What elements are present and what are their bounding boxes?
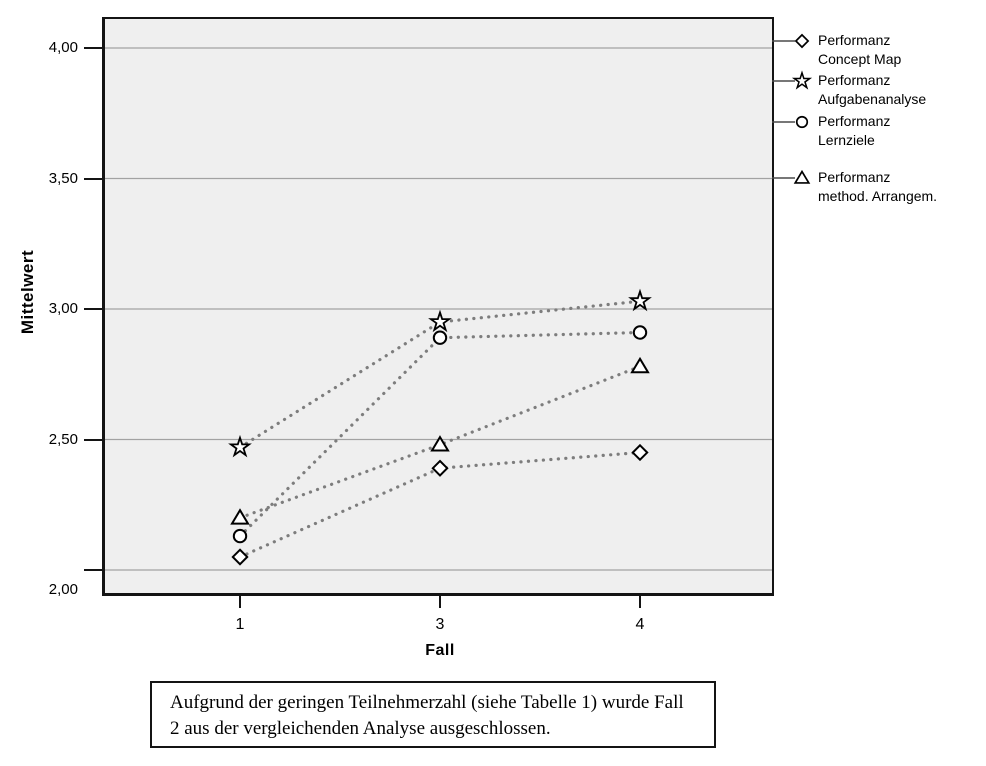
y-axis-title: Mittelwert	[18, 249, 37, 335]
y-tick	[84, 308, 103, 310]
legend-label-line: Performanz	[818, 72, 891, 88]
series-marker-triangle	[230, 508, 250, 525]
x-tick	[239, 596, 241, 608]
legend-label-line: Lernziele	[818, 132, 875, 148]
note-box: Aufgrund der geringen Teilnehmerzahl (si…	[150, 681, 716, 748]
legend-item: Performanz Concept Map	[772, 29, 986, 73]
series-marker-star	[428, 309, 452, 333]
x-axis-title: Fall	[425, 642, 455, 659]
legend-label: Performanz Concept Map	[818, 31, 986, 69]
series-marker-circle	[232, 528, 248, 544]
note-text: Aufgrund der geringen Teilnehmerzahl (si…	[170, 692, 684, 739]
series-line-circle	[238, 330, 642, 538]
x-tick-label: 4	[635, 616, 645, 633]
y-tick-label: 3,00	[48, 300, 78, 317]
series-marker-diamond	[231, 548, 249, 566]
legend-key	[772, 33, 810, 49]
legend-marker-star-icon	[791, 70, 813, 90]
y-tick	[84, 177, 103, 180]
legend-label-line: Concept Map	[818, 51, 902, 67]
x-tick-label: 3	[435, 616, 445, 633]
x-tick	[639, 596, 641, 608]
legend-marker-circle-icon	[795, 115, 809, 129]
x-tick-label: 1	[235, 616, 245, 633]
legend-label: Performanz Aufgabenanalyse	[818, 71, 986, 109]
series-marker-triangle	[430, 435, 450, 452]
y-tick	[84, 569, 103, 571]
legend-label-line: Performanz	[818, 169, 891, 185]
y-tick	[84, 47, 103, 49]
x-tick	[439, 596, 441, 608]
legend-label-line: Performanz	[818, 113, 891, 129]
legend: Performanz Concept Map Performanz Aufgabena…	[772, 0, 986, 240]
series-marker-star	[628, 288, 652, 312]
plot-area	[102, 17, 774, 596]
series-marker-circle	[632, 325, 648, 340]
legend-item: Performanz method. Arrangem.	[772, 166, 986, 210]
legend-item: Performanz Lernziele	[772, 110, 986, 154]
legend-key	[772, 115, 809, 129]
series-marker-diamond	[431, 459, 449, 477]
y-tick-label: 4,00	[48, 39, 78, 56]
y-tick	[84, 438, 103, 441]
series-marker-diamond	[631, 443, 649, 462]
y-tick-label: 3,50	[48, 169, 78, 187]
legend-key	[772, 70, 813, 90]
series-marker-star	[228, 434, 252, 458]
legend-marker-diamond-icon	[794, 33, 810, 49]
legend-item: Performanz Aufgabenanalyse	[772, 69, 986, 113]
legend-marker-triangle-icon	[793, 169, 811, 184]
y-tick-label: 2,50	[48, 430, 78, 448]
legend-label-line: method. Arrangem.	[818, 188, 938, 204]
series-marker-circle	[432, 330, 448, 345]
legend-label: Performanz Lernziele	[818, 112, 986, 150]
series-marker-triangle	[630, 356, 650, 374]
legend-label: Performanz method. Arrangem.	[818, 168, 986, 206]
legend-label-line: Aufgabenanalyse	[818, 91, 927, 107]
legend-label-line: Performanz	[818, 32, 891, 48]
legend-key	[772, 169, 811, 184]
plot-canvas	[105, 47, 772, 571]
y-tick-label: 2,00	[48, 581, 78, 598]
